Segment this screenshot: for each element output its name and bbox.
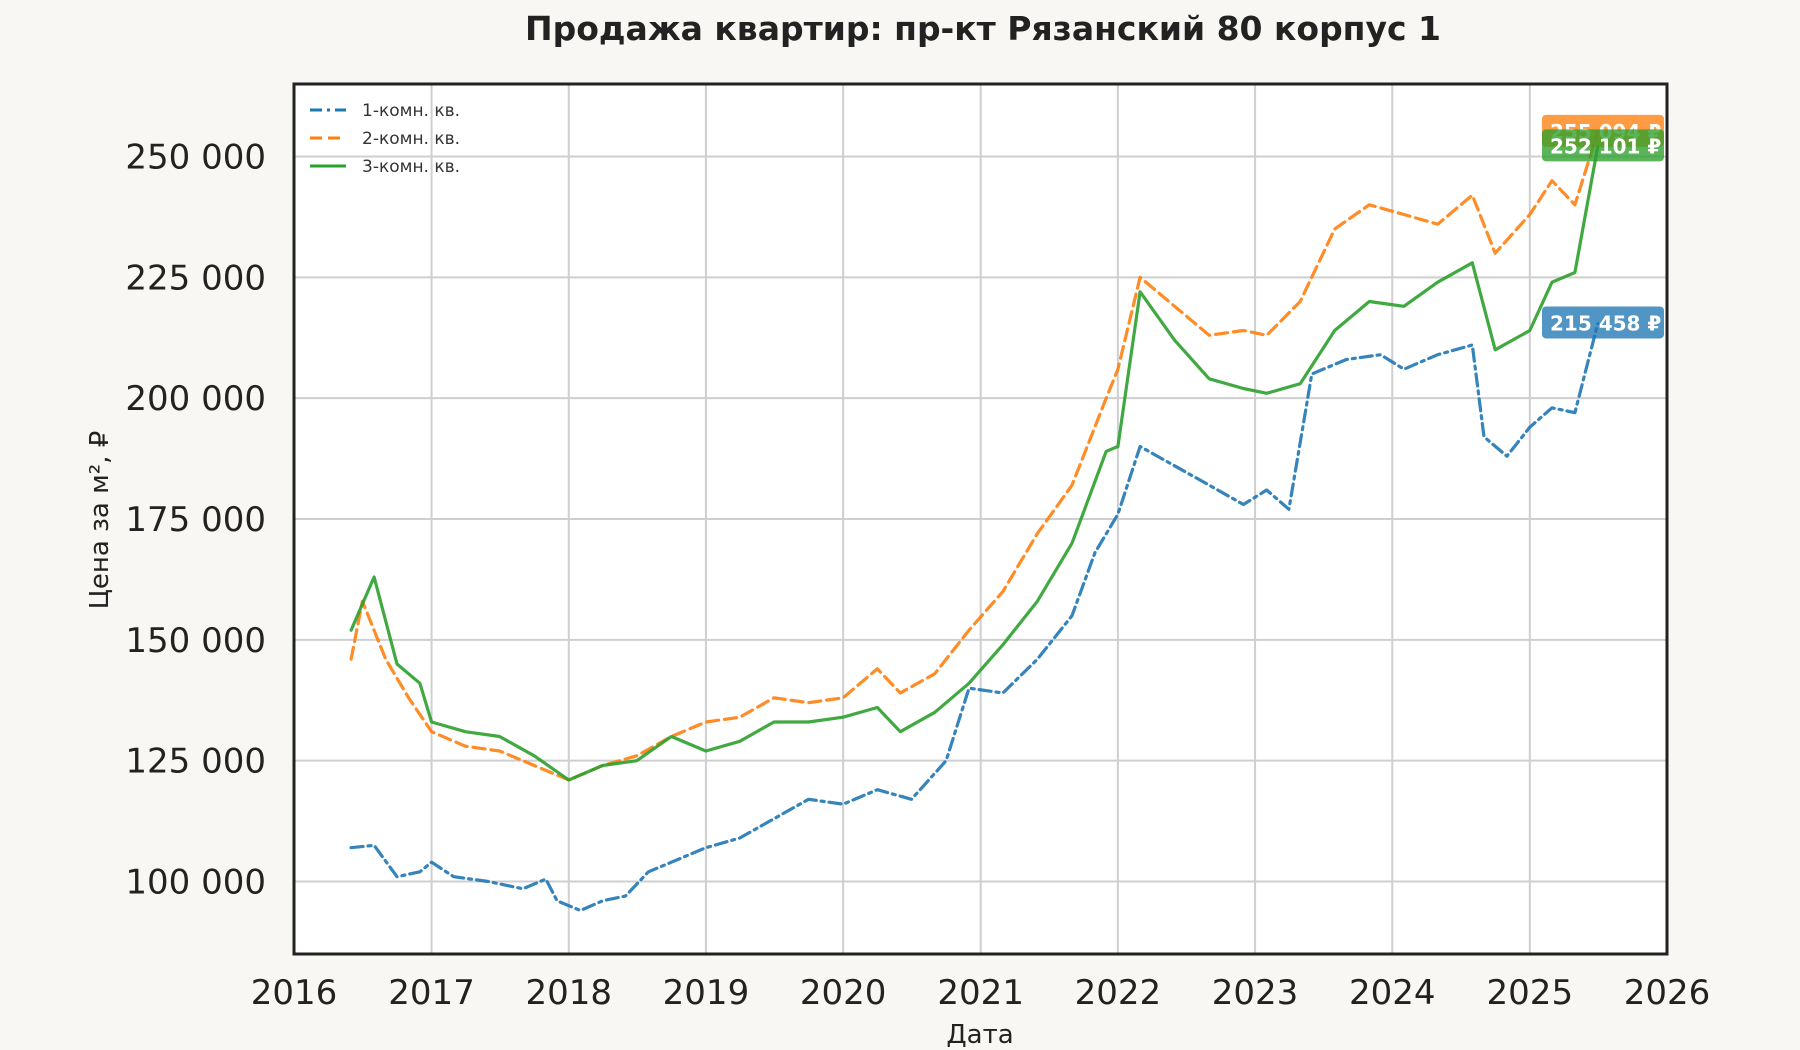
series-lines [349,130,1600,913]
series-line-2-комн-кв [349,130,1600,782]
end-label-3-комн-кв: 252 101 ₽ [1550,134,1661,158]
y-tick-label-175000: 175 000 [125,500,266,540]
x-tick-label-2021: 2021 [937,973,1024,1013]
y-tick-label-150000: 150 000 [125,621,266,661]
x-tick-label-2016: 2016 [251,973,338,1013]
series-line-1-комн-кв [349,321,1600,913]
x-tick-label-2026: 2026 [1624,973,1711,1013]
end-labels: 215 458 ₽255 094 ₽252 101 ₽ [1542,114,1664,339]
plot-frame [292,82,1669,956]
end-label-box-3-комн-кв [1542,129,1664,162]
series-line-3-комн-кв [349,144,1600,782]
legend-label-2-комн-кв: 2-комн. кв. [362,129,460,149]
x-tick-label-2025: 2025 [1487,973,1574,1013]
x-tick-label-2024: 2024 [1349,973,1436,1013]
x-tick-label-2018: 2018 [525,973,612,1013]
x-tick-label-2019: 2019 [663,973,750,1013]
y-tick-label-250000: 250 000 [125,138,266,178]
y-tick-label-125000: 125 000 [125,742,266,782]
y-tick-label-200000: 200 000 [125,379,266,419]
end-label-box-1-комн-кв [1542,306,1664,339]
x-tick-label-2020: 2020 [800,973,887,1013]
legend: 1-комн. кв. 2-комн. кв. 3-комн. кв. [310,101,460,177]
y-tick-label-225000: 225 000 [125,258,266,298]
x-axis-ticks: 2016 2017 2018 2019 2020 2021 2022 2023 2024 2025… [251,973,1711,1013]
legend-label-3-комн-кв: 3-комн. кв. [362,157,460,177]
y-axis-ticks: 100 000 125 000 150 000 175 000 200 000 225 0… [125,138,266,903]
y-axis-label: Цена за м², ₽ [85,431,115,610]
legend-label-1-комн-кв: 1-комн. кв. [362,101,460,121]
y-tick-label-100000: 100 000 [125,863,266,903]
chart-title: Продажа квартир: пр-кт Рязанский 80 корп… [525,9,1441,48]
x-tick-label-2017: 2017 [388,973,475,1013]
end-label-1-комн-кв: 215 458 ₽ [1550,311,1661,335]
x-tick-label-2022: 2022 [1075,973,1162,1013]
x-axis-label: Дата [946,1020,1013,1050]
x-tick-label-2023: 2023 [1212,973,1299,1013]
